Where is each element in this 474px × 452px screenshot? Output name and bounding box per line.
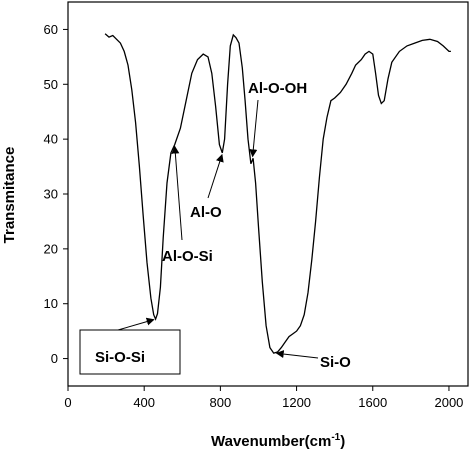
x-tick-label: 2000 bbox=[434, 395, 463, 410]
annotation-si-o: Si-O bbox=[275, 350, 351, 371]
annotation-arrow bbox=[171, 145, 183, 241]
annotation-label: Al-O-OH bbox=[248, 80, 307, 97]
annotation-arrow bbox=[249, 99, 259, 158]
annotation-al-o: Al-O bbox=[190, 153, 224, 221]
x-axis-unit-open: (cm bbox=[305, 433, 332, 450]
x-axis-unit-sup: -1 bbox=[331, 432, 340, 443]
annotation-label: Al-O bbox=[190, 204, 222, 221]
x-tick-label: 1200 bbox=[282, 395, 311, 410]
y-tick-label: 40 bbox=[44, 132, 58, 147]
legend-frame bbox=[79, 329, 181, 375]
annotation-arrow bbox=[207, 153, 224, 199]
y-tick-label: 10 bbox=[44, 296, 58, 311]
x-axis-unit-close: ) bbox=[340, 433, 345, 450]
x-axis-title: Wavenumber(cm-1) bbox=[211, 432, 345, 450]
annotation-label: Al-O-Si bbox=[162, 248, 213, 265]
x-tick-label: 400 bbox=[133, 395, 155, 410]
series-line bbox=[104, 33, 451, 354]
annotation-si-o-si bbox=[117, 317, 155, 331]
plot-frame bbox=[67, 1, 469, 387]
y-tick-label: 50 bbox=[44, 77, 58, 92]
y-tick-label: 20 bbox=[44, 241, 58, 256]
x-axis-title-text: Wavenumber bbox=[211, 433, 305, 450]
x-tick-label: 1600 bbox=[358, 395, 387, 410]
annotation-arrow bbox=[117, 317, 155, 331]
y-axis-title: Transmitance bbox=[1, 147, 18, 244]
annotation-al-o-oh: Al-O-OH bbox=[248, 80, 307, 158]
annotation-al-o-si: Al-O-Si bbox=[162, 145, 213, 265]
y-tick-label: 0 bbox=[51, 351, 58, 366]
y-tick-label: 60 bbox=[44, 22, 58, 37]
annotation-arrow bbox=[275, 350, 319, 359]
annotation-label: Si-O bbox=[320, 354, 351, 371]
x-tick-label: 800 bbox=[210, 395, 232, 410]
legend-box: Si-O-Si bbox=[79, 329, 181, 375]
y-tick-label: 30 bbox=[44, 187, 58, 202]
legend-label: Si-O-Si bbox=[95, 349, 145, 366]
y-axis-ticks: 0 10 20 30 40 50 60 bbox=[44, 22, 68, 366]
x-axis-ticks: 0 400 800 1200 1600 2000 bbox=[64, 386, 463, 410]
x-tick-label: 0 bbox=[64, 395, 71, 410]
